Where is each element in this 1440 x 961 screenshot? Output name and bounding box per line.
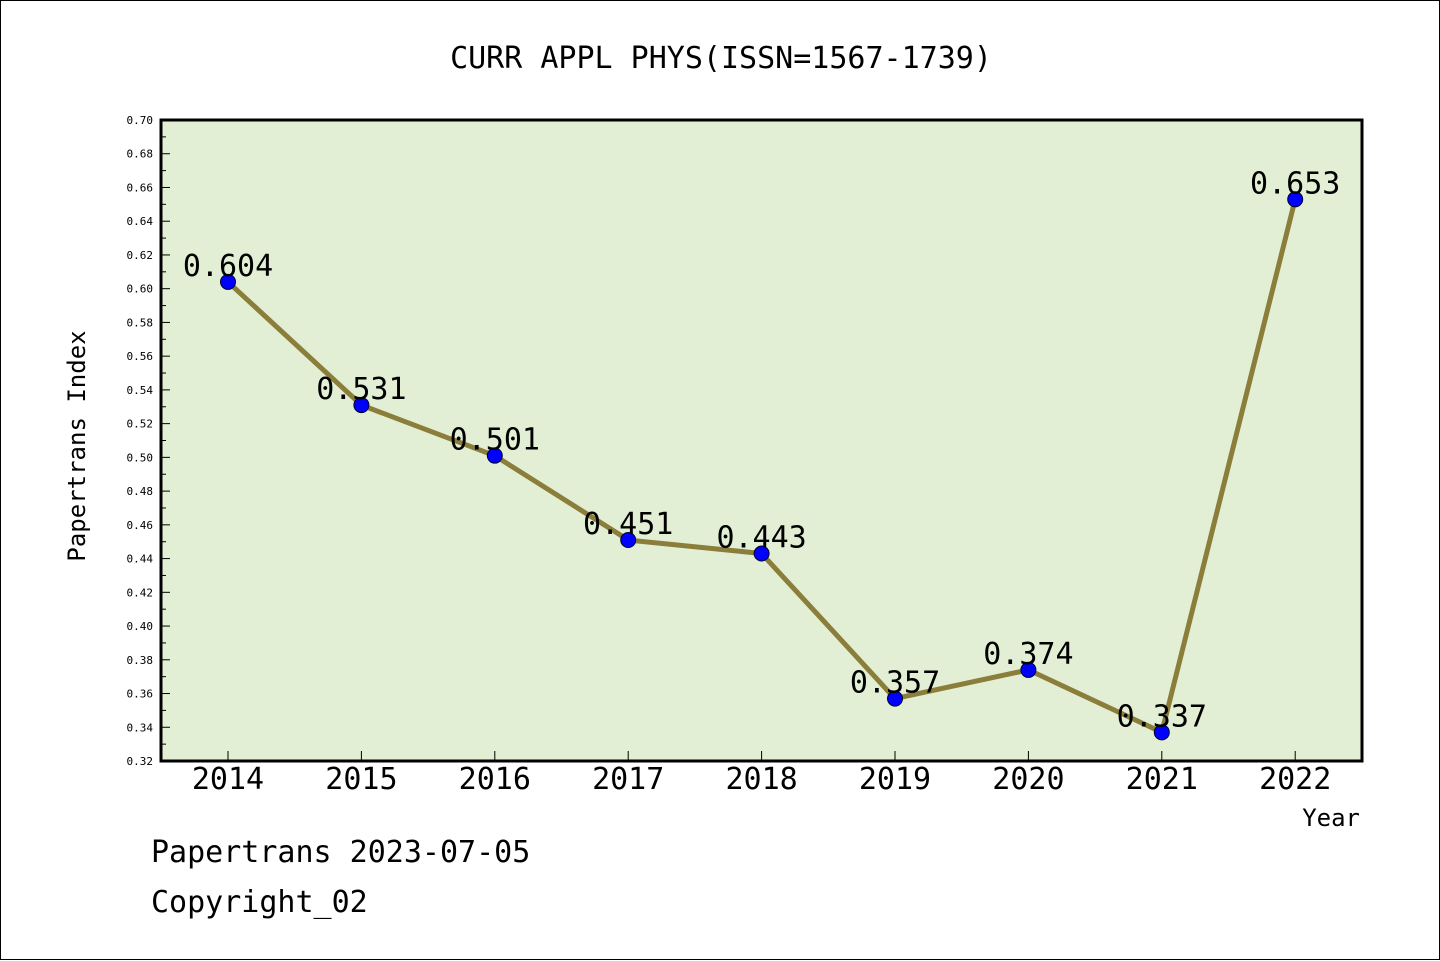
y-tick-label: 0.52	[127, 418, 154, 431]
y-tick-label: 0.70	[127, 114, 154, 127]
y-tick-label: 0.56	[127, 350, 154, 363]
x-tick-label: 2014	[192, 762, 264, 797]
y-tick-label: 0.60	[127, 283, 154, 296]
footer-copyright-line: Copyright_02	[151, 885, 368, 920]
data-point	[486, 447, 503, 464]
data-point	[353, 397, 370, 414]
y-tick-label: 0.54	[127, 384, 154, 397]
chart-title: CURR APPL PHYS(ISSN=1567-1739)	[450, 41, 992, 76]
y-tick-label: 0.32	[127, 755, 154, 768]
y-tick-label: 0.50	[127, 451, 154, 464]
y-tick-label: 0.68	[127, 148, 154, 161]
data-point	[620, 532, 637, 549]
data-label: 0.443	[716, 521, 806, 556]
y-axis-ticks: 0.32 0.34 0.36 0.38 0.40 0.42 0.44 0.46 0.48 0.50…	[127, 114, 170, 768]
series-line-group	[220, 191, 1304, 741]
x-tick-label: 2021	[1126, 762, 1198, 797]
data-label: 0.337	[1117, 699, 1207, 734]
x-axis-label: Year	[1302, 804, 1360, 832]
data-point	[1153, 724, 1170, 741]
data-label: 0.531	[316, 372, 406, 407]
x-tick-label: 2016	[459, 762, 531, 797]
x-axis-ticks: 2014 2015 2016 2017 2018 2019 2020 2021 2022	[192, 751, 1331, 797]
data-label: 0.501	[450, 423, 540, 458]
data-label: 0.451	[583, 507, 673, 542]
y-tick-label: 0.66	[127, 181, 154, 194]
y-tick-label: 0.58	[127, 316, 154, 329]
x-tick-label: 2018	[725, 762, 797, 797]
x-tick-label: 2022	[1259, 762, 1331, 797]
data-point	[1020, 661, 1037, 678]
data-labels: 0.604 0.531 0.501 0.451 0.443 0.357 0.374 0.337…	[183, 166, 1341, 734]
footer-date-line: Papertrans 2023-07-05	[151, 835, 531, 870]
y-tick-label: 0.62	[127, 249, 154, 262]
y-tick-label: 0.46	[127, 519, 154, 532]
data-point	[1287, 191, 1304, 208]
x-tick-label: 2015	[325, 762, 397, 797]
data-label: 0.357	[850, 666, 940, 701]
data-point	[887, 690, 903, 707]
y-tick-label: 0.40	[127, 620, 154, 633]
data-point	[753, 545, 770, 562]
y-tick-label: 0.36	[127, 688, 154, 701]
y-tick-label: 0.42	[127, 586, 154, 599]
data-label: 0.374	[983, 637, 1073, 672]
y-tick-label: 0.48	[127, 485, 154, 498]
x-tick-label: 2019	[859, 762, 931, 797]
y-tick-label: 0.44	[127, 553, 154, 566]
x-tick-label: 2020	[992, 762, 1064, 797]
data-point	[220, 273, 236, 290]
data-label: 0.604	[183, 249, 273, 284]
y-tick-label: 0.38	[127, 654, 154, 667]
data-label: 0.653	[1250, 166, 1340, 201]
y-axis-label: Papertrans Index	[63, 330, 91, 561]
x-tick-label: 2017	[592, 762, 664, 797]
y-tick-label: 0.34	[127, 721, 154, 734]
plot-area	[159, 118, 1364, 763]
y-tick-label: 0.64	[127, 215, 154, 228]
